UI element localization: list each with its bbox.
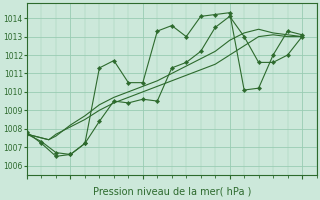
X-axis label: Pression niveau de la mer( hPa ): Pression niveau de la mer( hPa ) [92, 187, 251, 197]
